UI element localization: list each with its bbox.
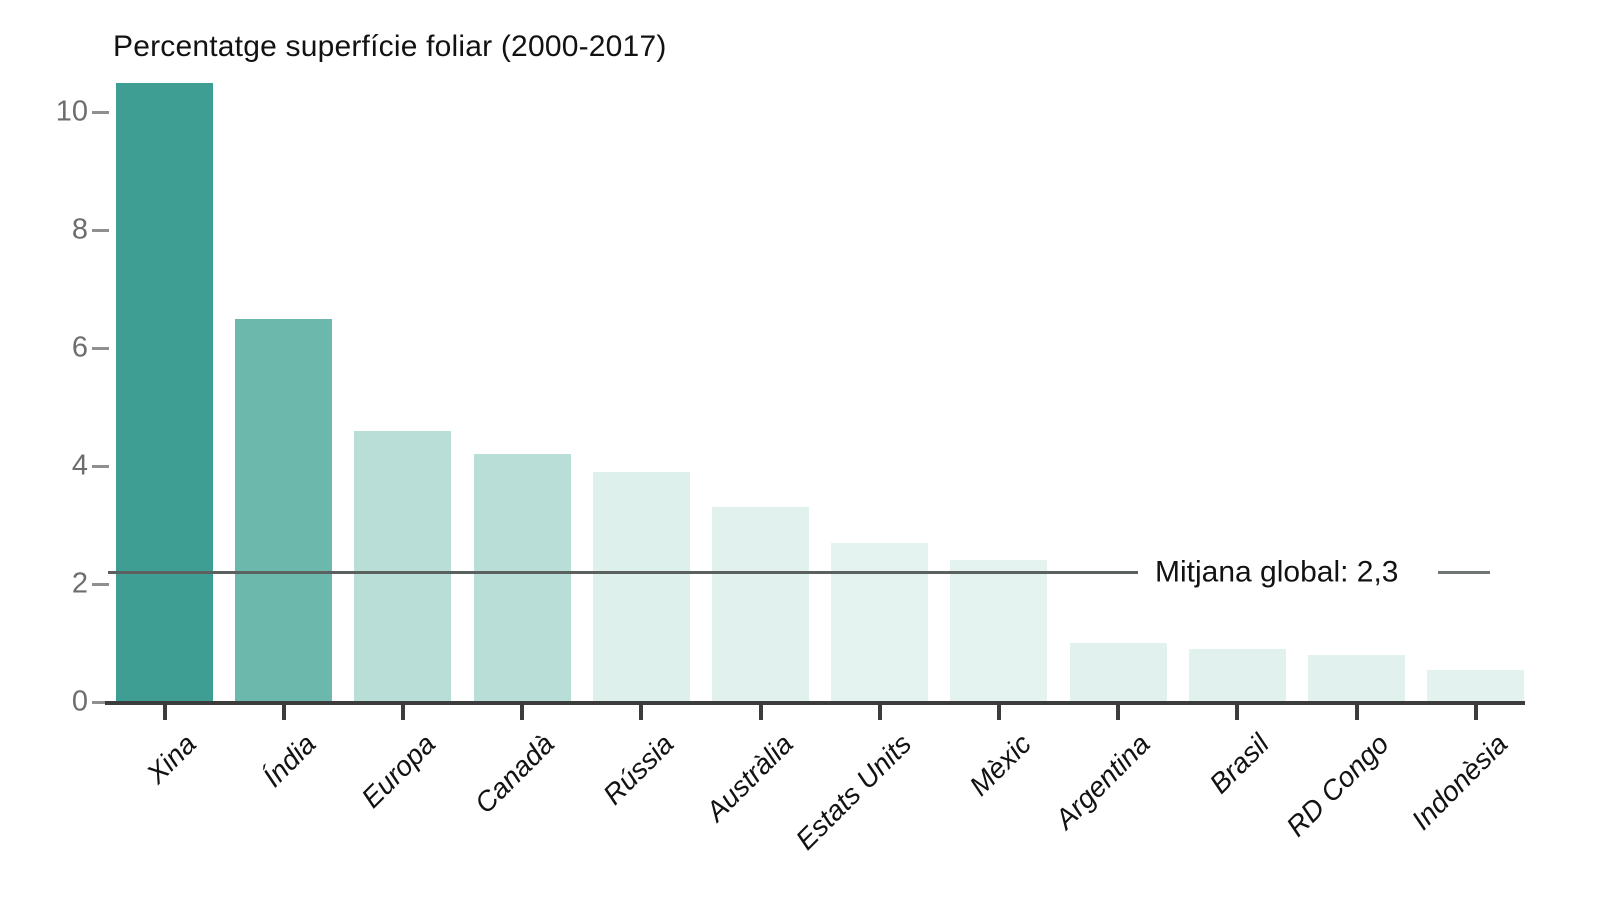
x-tick-mark-canada bbox=[520, 703, 525, 720]
y-tick-label-0: 0 bbox=[71, 685, 88, 718]
bar-russia bbox=[592, 471, 690, 704]
y-tick-mark-6 bbox=[92, 346, 109, 350]
y-tick-mark-4 bbox=[92, 464, 109, 468]
x-label-australia: Austràlia bbox=[699, 728, 799, 827]
bar-europa bbox=[354, 430, 452, 704]
x-label-brasil: Brasil bbox=[1203, 728, 1276, 800]
y-tick-mark-2 bbox=[92, 582, 109, 586]
x-label-argentina: Argentina bbox=[1049, 728, 1157, 835]
x-tick-mark-estats-units bbox=[877, 703, 882, 720]
global-mean-line-dash bbox=[1438, 570, 1490, 575]
bar-australia bbox=[712, 507, 809, 704]
y-tick-label-10: 10 bbox=[55, 95, 88, 128]
bar-brasil bbox=[1188, 648, 1286, 704]
bar-india bbox=[235, 318, 333, 704]
y-tick-label-2: 2 bbox=[71, 567, 88, 600]
bar-estats-units bbox=[831, 542, 929, 704]
y-tick-mark-8 bbox=[92, 228, 109, 232]
x-label-russia: Rússia bbox=[596, 728, 680, 811]
x-axis-line bbox=[105, 701, 1525, 705]
x-label-india: Índia bbox=[256, 728, 322, 793]
x-label-estats-units: Estats Units bbox=[790, 728, 918, 856]
x-tick-mark-rd-congo bbox=[1354, 703, 1359, 720]
chart-title: Percentatge superfície foliar (2000-2017… bbox=[113, 30, 667, 63]
x-label-xina: Xina bbox=[140, 728, 203, 790]
x-tick-mark-indonesia bbox=[1473, 703, 1478, 720]
x-label-canada: Canadà bbox=[468, 728, 561, 820]
x-label-mexic: Mèxic bbox=[963, 728, 1037, 802]
x-label-rd-congo: RD Congo bbox=[1280, 728, 1395, 843]
y-tick-label-6: 6 bbox=[71, 331, 88, 364]
global-mean-label: Mitjana global: 2,3 bbox=[1155, 555, 1399, 589]
x-label-indonesia: Indonèsia bbox=[1405, 728, 1514, 836]
x-label-europa: Europa bbox=[355, 728, 441, 814]
x-tick-mark-australia bbox=[758, 703, 763, 720]
x-tick-mark-india bbox=[281, 703, 286, 720]
x-tick-mark-argentina bbox=[1116, 703, 1121, 720]
y-tick-label-4: 4 bbox=[71, 449, 88, 482]
bar-xina bbox=[116, 82, 213, 704]
x-tick-mark-brasil bbox=[1235, 703, 1240, 720]
bar-indonesia bbox=[1427, 669, 1525, 704]
y-tick-label-8: 8 bbox=[71, 213, 88, 246]
y-tick-mark-0 bbox=[92, 700, 109, 704]
bar-mexic bbox=[950, 560, 1048, 704]
x-tick-mark-europa bbox=[400, 703, 405, 720]
global-mean-line bbox=[108, 570, 1138, 575]
bar-canada bbox=[473, 454, 571, 704]
y-tick-mark-10 bbox=[92, 110, 109, 114]
bar-rd-congo bbox=[1308, 654, 1405, 704]
bar-argentina bbox=[1069, 643, 1167, 704]
x-tick-mark-xina bbox=[162, 703, 167, 720]
x-tick-mark-mexic bbox=[996, 703, 1001, 720]
x-tick-mark-russia bbox=[639, 703, 644, 720]
